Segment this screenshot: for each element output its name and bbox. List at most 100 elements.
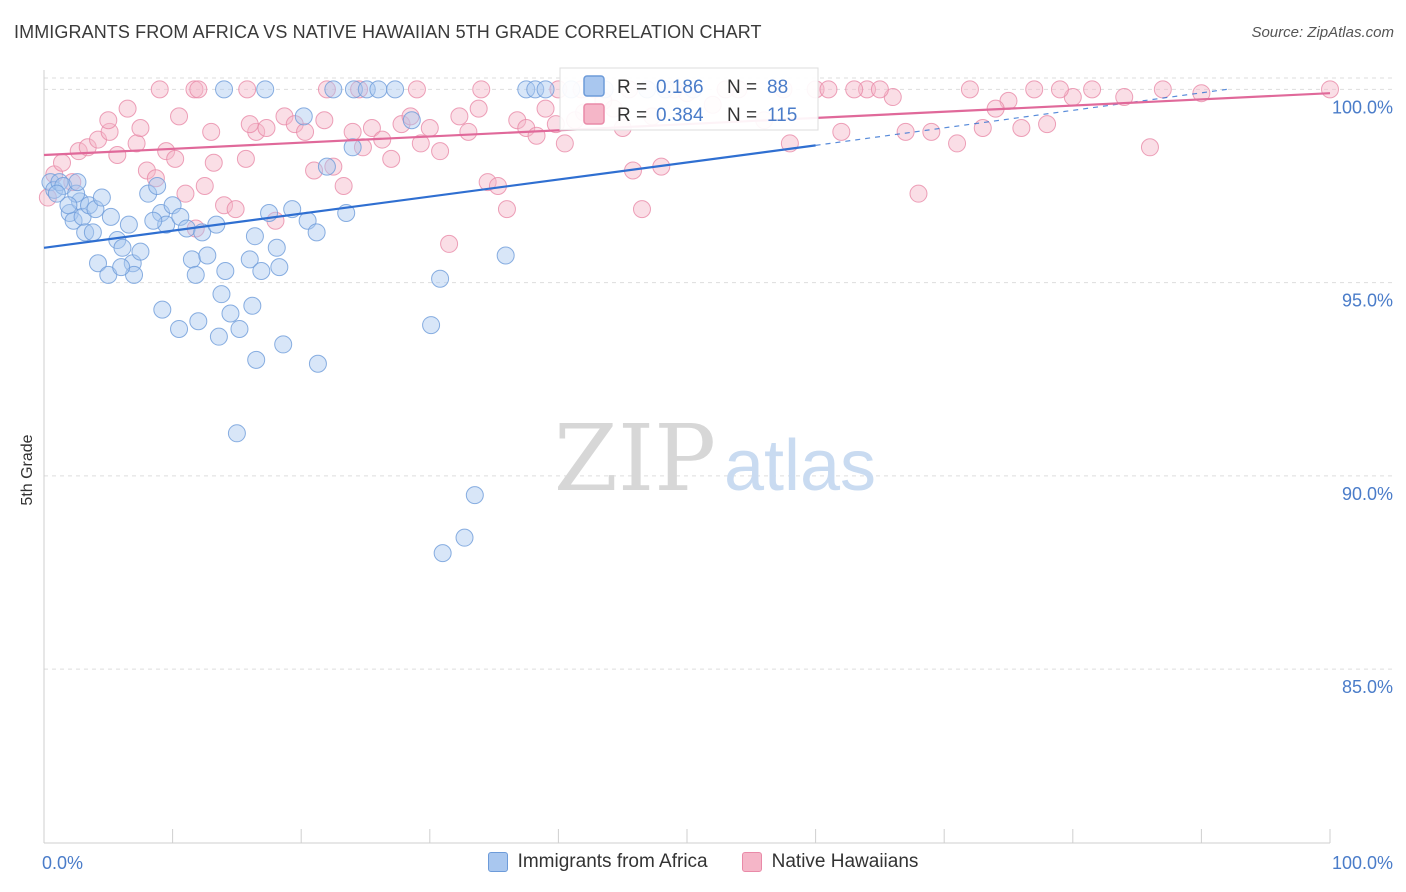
immigrants-africa-point[interactable] — [294, 107, 313, 126]
native-hawaiians-point[interactable] — [131, 118, 150, 137]
immigrants-africa-point[interactable] — [247, 350, 266, 369]
immigrants-africa-point[interactable] — [186, 265, 205, 284]
immigrants-africa-point[interactable] — [465, 486, 484, 505]
immigrants-africa-point[interactable] — [267, 238, 286, 257]
native-hawaiians-point[interactable] — [176, 184, 195, 203]
native-hawaiians-point[interactable] — [63, 173, 82, 192]
immigrants-africa-point[interactable] — [148, 176, 167, 195]
immigrants-africa-point[interactable] — [153, 300, 172, 319]
immigrants-africa-point[interactable] — [317, 157, 336, 176]
immigrants-africa-point[interactable] — [227, 424, 246, 443]
native-hawaiians-point[interactable] — [948, 134, 967, 153]
native-hawaiians-point[interactable] — [238, 80, 257, 99]
native-hawaiians-point[interactable] — [78, 138, 97, 157]
native-hawaiians-point[interactable] — [189, 80, 208, 99]
native-hawaiians-point[interactable] — [343, 122, 362, 141]
native-hawaiians-point[interactable] — [1025, 80, 1044, 99]
immigrants-africa-point[interactable] — [386, 80, 405, 99]
native-hawaiians-point[interactable] — [1153, 80, 1172, 99]
native-hawaiians-point[interactable] — [382, 149, 401, 168]
native-hawaiians-point[interactable] — [350, 80, 369, 99]
native-hawaiians-point[interactable] — [100, 122, 119, 141]
immigrants-africa-point[interactable] — [243, 296, 262, 315]
immigrants-africa-point[interactable] — [245, 227, 264, 246]
native-hawaiians-point[interactable] — [247, 122, 266, 141]
native-hawaiians-point[interactable] — [317, 80, 336, 99]
immigrants-africa-point[interactable] — [433, 544, 452, 563]
immigrants-africa-point[interactable] — [182, 250, 201, 269]
native-hawaiians-point[interactable] — [324, 157, 343, 176]
native-hawaiians-point[interactable] — [1083, 80, 1102, 99]
native-hawaiians-point[interactable] — [362, 118, 381, 137]
native-hawaiians-point[interactable] — [845, 80, 864, 99]
native-hawaiians-point[interactable] — [1012, 118, 1031, 137]
immigrants-africa-point[interactable] — [89, 254, 108, 273]
native-hawaiians-point[interactable] — [1050, 80, 1069, 99]
native-hawaiians-point[interactable] — [1321, 80, 1339, 99]
immigrants-africa-point[interactable] — [369, 80, 388, 99]
native-hawaiians-point[interactable] — [960, 80, 979, 99]
native-hawaiians-point[interactable] — [157, 142, 176, 161]
native-hawaiians-point[interactable] — [150, 80, 169, 99]
immigrants-africa-point[interactable] — [230, 319, 249, 338]
native-hawaiians-point[interactable] — [275, 107, 294, 126]
native-hawaiians-point[interactable] — [431, 142, 450, 161]
immigrants-africa-point[interactable] — [119, 215, 138, 234]
legend-item-native-hawaiians[interactable]: Native Hawaiians — [741, 851, 918, 873]
native-hawaiians-point[interactable] — [1115, 88, 1134, 107]
immigrants-africa-point[interactable] — [139, 184, 158, 203]
immigrants-africa-point[interactable] — [189, 312, 208, 331]
native-hawaiians-point[interactable] — [185, 80, 204, 99]
native-hawaiians-point[interactable] — [497, 200, 516, 219]
immigrants-africa-point[interactable] — [171, 207, 190, 226]
native-hawaiians-point[interactable] — [536, 99, 555, 118]
native-hawaiians-point[interactable] — [922, 122, 941, 141]
native-hawaiians-point[interactable] — [118, 99, 137, 118]
immigrants-africa-point[interactable] — [144, 211, 163, 230]
native-hawaiians-point[interactable] — [896, 122, 915, 141]
immigrants-africa-point[interactable] — [402, 111, 421, 130]
immigrants-africa-point[interactable] — [112, 258, 131, 277]
native-hawaiians-point[interactable] — [226, 200, 245, 219]
native-hawaiians-point[interactable] — [508, 111, 527, 130]
immigrants-africa-point[interactable] — [209, 327, 228, 346]
immigrants-africa-point[interactable] — [92, 188, 111, 207]
immigrants-africa-point[interactable] — [101, 207, 120, 226]
immigrants-africa-point[interactable] — [422, 316, 441, 335]
native-hawaiians-point[interactable] — [832, 122, 851, 141]
native-hawaiians-point[interactable] — [440, 234, 459, 253]
immigrants-africa-point[interactable] — [431, 269, 450, 288]
native-hawaiians-point[interactable] — [819, 80, 838, 99]
native-hawaiians-point[interactable] — [108, 146, 127, 165]
immigrants-africa-point[interactable] — [59, 196, 78, 215]
immigrants-africa-point[interactable] — [536, 80, 555, 99]
native-hawaiians-point[interactable] — [285, 115, 304, 134]
native-hawaiians-point[interactable] — [478, 173, 497, 192]
immigrants-africa-point[interactable] — [252, 261, 271, 280]
immigrants-africa-point[interactable] — [216, 261, 235, 280]
immigrants-africa-point[interactable] — [198, 246, 217, 265]
immigrants-africa-point[interactable] — [47, 184, 66, 203]
native-hawaiians-point[interactable] — [127, 134, 146, 153]
native-hawaiians-point[interactable] — [215, 196, 234, 215]
native-hawaiians-point[interactable] — [555, 134, 574, 153]
native-hawaiians-point[interactable] — [202, 122, 221, 141]
native-hawaiians-point[interactable] — [392, 115, 411, 134]
immigrants-africa-point[interactable] — [76, 223, 95, 242]
native-hawaiians-point[interactable] — [236, 149, 255, 168]
native-hawaiians-point[interactable] — [527, 126, 546, 145]
native-hawaiians-point[interactable] — [99, 111, 118, 130]
immigrants-africa-point[interactable] — [270, 258, 289, 277]
immigrants-africa-point[interactable] — [131, 242, 150, 261]
native-hawaiians-point[interactable] — [257, 118, 276, 137]
native-hawaiians-point[interactable] — [204, 153, 223, 172]
native-hawaiians-point[interactable] — [166, 149, 185, 168]
immigrants-africa-point[interactable] — [308, 354, 327, 373]
native-hawaiians-point[interactable] — [296, 122, 315, 141]
immigrants-africa-point[interactable] — [68, 173, 87, 192]
native-hawaiians-point[interactable] — [411, 134, 430, 153]
native-hawaiians-point[interactable] — [450, 107, 469, 126]
immigrants-africa-point[interactable] — [307, 223, 326, 242]
native-hawaiians-point[interactable] — [69, 142, 88, 161]
immigrants-africa-point[interactable] — [113, 238, 132, 257]
